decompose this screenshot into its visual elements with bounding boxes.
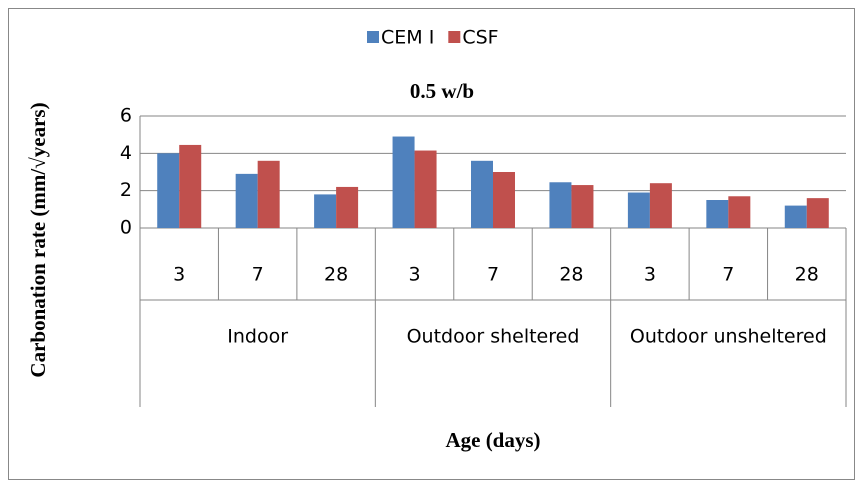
bar <box>493 172 515 228</box>
bar <box>549 182 572 228</box>
group-label: Outdoor sheltered <box>407 326 580 348</box>
bar <box>728 196 751 228</box>
x-tick-label: 3 <box>644 264 656 286</box>
bar <box>706 200 729 228</box>
bar <box>471 160 493 228</box>
y-tick-label: 0 <box>120 217 132 239</box>
y-tick-label: 6 <box>120 105 132 127</box>
bar <box>414 150 437 228</box>
bar <box>806 198 829 228</box>
x-tick-label: 7 <box>487 264 499 286</box>
chart-frame <box>8 8 855 480</box>
y-axis-title: Carbonation rate (mm/√years) <box>26 102 50 377</box>
bar <box>157 153 180 228</box>
bar <box>571 185 594 228</box>
y-tick-label: 2 <box>120 179 132 201</box>
x-tick-label: 28 <box>559 264 583 286</box>
bar <box>784 205 807 228</box>
bar <box>235 173 258 228</box>
bar <box>314 194 337 228</box>
x-tick-label: 28 <box>324 264 348 286</box>
bar <box>257 160 280 228</box>
legend-label: CEM I <box>381 27 434 49</box>
x-axis-title: Age (days) <box>445 428 540 452</box>
x-tick-label: 3 <box>409 264 421 286</box>
bar <box>392 136 415 228</box>
legend-swatch <box>448 31 461 43</box>
x-tick-label: 7 <box>252 264 264 286</box>
bar <box>627 192 650 228</box>
bar <box>649 183 672 228</box>
y-tick-label: 4 <box>120 142 132 164</box>
x-tick-label: 7 <box>722 264 734 286</box>
bar <box>336 186 359 228</box>
legend-swatch <box>367 31 379 43</box>
bar <box>179 144 202 228</box>
x-tick-label: 3 <box>173 264 185 286</box>
group-label: Outdoor unsheltered <box>630 326 827 348</box>
x-tick-label: 28 <box>795 264 819 286</box>
group-label: Indoor <box>227 326 288 348</box>
chart-title: 0.5 w/b <box>410 79 474 103</box>
legend-label: CSF <box>462 27 498 49</box>
